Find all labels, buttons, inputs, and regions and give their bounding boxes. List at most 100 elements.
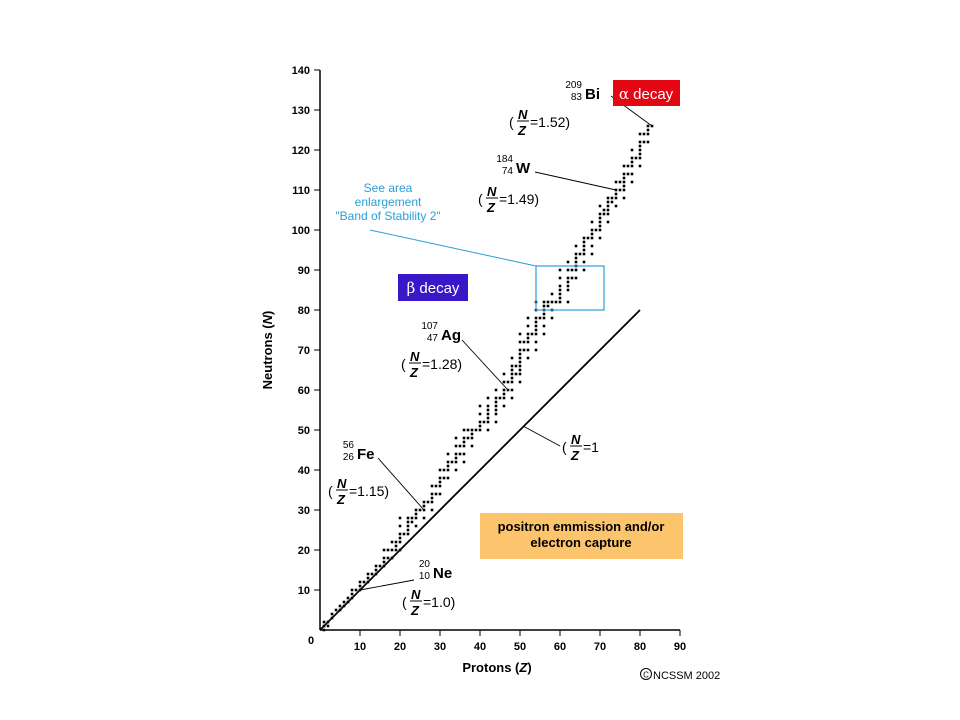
stable-nuclide-point	[322, 628, 326, 632]
y-tick-label: 100	[292, 225, 310, 237]
stable-nuclide-point	[518, 372, 522, 376]
ratio-denominator: Z	[336, 492, 346, 507]
stable-nuclide-point	[642, 140, 646, 144]
stable-nuclide-point	[406, 524, 410, 528]
stable-nuclide-point	[646, 128, 650, 132]
stable-nuclide-point	[470, 444, 474, 448]
stable-nuclide-point	[622, 188, 626, 192]
y-tick-label: 90	[298, 265, 310, 277]
stable-nuclide-point	[606, 204, 610, 208]
stable-nuclide-point	[618, 188, 622, 192]
stable-nuclide-point	[510, 372, 514, 376]
stable-nuclide-point	[518, 364, 522, 368]
stable-nuclide-point	[346, 600, 350, 604]
stable-nuclide-point	[622, 196, 626, 200]
x-tick-label: 40	[474, 641, 486, 653]
leader-line	[461, 339, 509, 391]
element-symbol: Bi	[585, 86, 600, 103]
beta-decay-label: β decay	[407, 279, 460, 297]
beta-decay-badge	[398, 274, 468, 301]
stable-nuclide-point	[470, 432, 474, 436]
stable-nuclide-point	[534, 324, 538, 328]
stable-nuclide-point	[622, 164, 626, 168]
element-symbol: W	[516, 160, 531, 177]
stable-nuclide-point	[454, 456, 458, 460]
stable-nuclide-point	[482, 420, 486, 424]
stable-nuclide-point	[382, 564, 386, 568]
stable-nuclide-point	[366, 580, 370, 584]
stable-nuclide-point	[430, 496, 434, 500]
nz-ratio-bi: (NZ=1.52)	[509, 107, 570, 138]
stable-nuclide-point	[470, 428, 474, 432]
stable-nuclide-point	[510, 380, 514, 384]
stable-nuclide-point	[542, 304, 546, 308]
stable-nuclide-point	[518, 380, 522, 384]
stable-nuclide-point	[574, 276, 578, 280]
stable-nuclide-point	[366, 572, 370, 576]
stable-nuclide-point	[494, 400, 498, 404]
stable-nuclide-point	[422, 500, 426, 504]
stable-nuclide-point	[442, 476, 446, 480]
stable-nuclide-point	[550, 300, 554, 304]
stable-nuclide-point	[614, 180, 618, 184]
stable-nuclide-point	[502, 396, 506, 400]
stable-nuclide-point	[510, 364, 514, 368]
ratio-denominator: Z	[410, 603, 420, 618]
stable-nuclide-point	[486, 396, 490, 400]
stable-nuclide-point	[522, 348, 526, 352]
stable-nuclide-point	[466, 428, 470, 432]
stable-nuclide-point	[606, 212, 610, 216]
leader-line	[377, 457, 425, 511]
stable-nuclide-point	[618, 180, 622, 184]
y-tick-label: 20	[298, 545, 310, 557]
stable-nuclide-point	[606, 220, 610, 224]
stable-nuclide-point	[498, 396, 502, 400]
ratio-open-paren: (	[562, 439, 567, 455]
stable-nuclide-point	[430, 492, 434, 496]
stable-nuclide-point	[574, 252, 578, 256]
copyright: C NCSSM 2002	[640, 668, 720, 682]
x-tick-label: 0	[308, 635, 314, 647]
ratio-open-paren: (	[401, 356, 406, 372]
stable-nuclide-point	[446, 464, 450, 468]
leader-line	[522, 425, 561, 447]
y-tick-label: 60	[298, 385, 310, 397]
stable-nuclide-point	[478, 428, 482, 432]
stable-nuclide-point	[590, 252, 594, 256]
stable-nuclide-point	[630, 156, 634, 160]
stable-nuclide-point	[598, 204, 602, 208]
stable-nuclide-point	[374, 568, 378, 572]
stable-nuclide-point	[582, 260, 586, 264]
stable-nuclide-point	[486, 420, 490, 424]
ratio-denominator: Z	[570, 448, 580, 463]
stable-nuclide-point	[590, 220, 594, 224]
ratio-value: =1.0)	[423, 594, 455, 610]
atomic-number: 26	[343, 452, 355, 463]
stable-nuclide-point	[514, 364, 518, 368]
element-symbol: Ne	[433, 565, 452, 582]
stable-nuclide-point	[558, 300, 562, 304]
ratio-open-paren: (	[509, 114, 514, 130]
stable-nuclide-point	[518, 340, 522, 344]
stable-nuclide-point	[526, 324, 530, 328]
stable-nuclide-point	[454, 436, 458, 440]
stable-nuclide-point	[350, 596, 354, 600]
stable-nuclide-point	[598, 212, 602, 216]
stable-nuclide-point	[374, 572, 378, 576]
stable-nuclide-point	[342, 604, 346, 608]
stable-nuclide-point	[614, 204, 618, 208]
y-tick-label: 50	[298, 425, 310, 437]
stable-nuclide-point	[558, 268, 562, 272]
stable-nuclide-point	[630, 148, 634, 152]
x-tick-label: 30	[434, 641, 446, 653]
element-symbol: Fe	[357, 446, 375, 463]
x-tick-label: 20	[394, 641, 406, 653]
ratio-open-paren: (	[478, 191, 483, 207]
nz-ratio-ag: (NZ=1.28)	[401, 349, 462, 380]
stable-nuclide-point	[386, 548, 390, 552]
stable-nuclide-point	[570, 276, 574, 280]
stable-nuclide-point	[638, 164, 642, 168]
stable-nuclide-point	[542, 312, 546, 316]
stable-nuclide-point	[638, 144, 642, 148]
